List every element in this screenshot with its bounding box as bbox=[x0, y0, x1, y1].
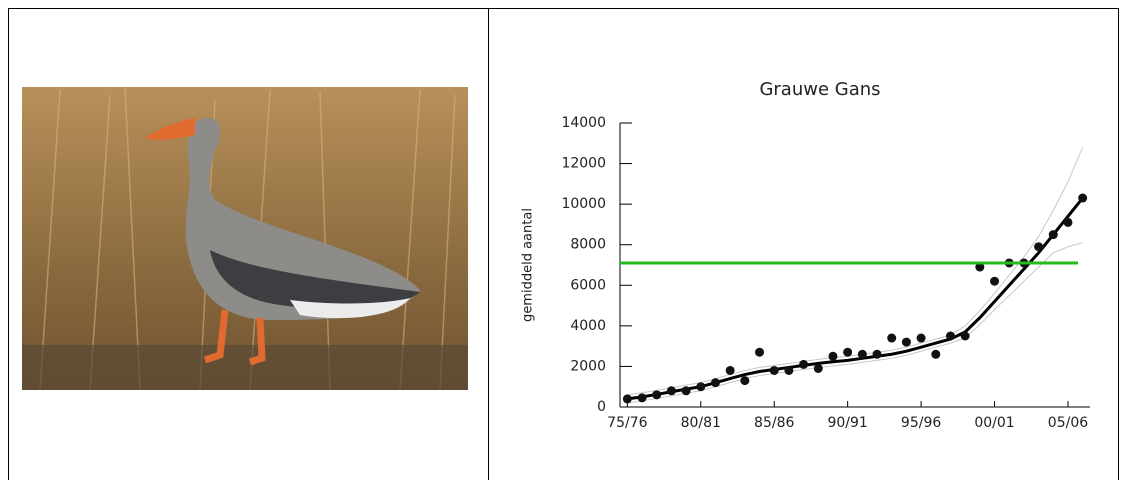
data-point bbox=[799, 359, 809, 369]
data-point bbox=[1078, 193, 1088, 203]
y-axis-label: gemiddeld aantal bbox=[521, 208, 536, 322]
x-tick-label: 05/06 bbox=[1048, 415, 1088, 431]
y-tick-label: 14000 bbox=[561, 115, 606, 131]
y-tick-label: 8000 bbox=[570, 237, 606, 253]
data-point bbox=[755, 347, 765, 357]
x-tick-label: 00/01 bbox=[974, 415, 1014, 431]
data-point bbox=[857, 349, 867, 359]
data-point bbox=[887, 333, 897, 343]
data-point bbox=[1063, 217, 1073, 227]
data-point bbox=[960, 331, 970, 341]
data-point bbox=[784, 365, 794, 375]
table-borders bbox=[8, 8, 1119, 484]
x-tick-label: 90/91 bbox=[827, 415, 867, 431]
data-point bbox=[696, 382, 706, 392]
data-point bbox=[725, 365, 735, 375]
data-point bbox=[975, 262, 985, 272]
data-point bbox=[622, 394, 632, 404]
y-tick-label: 4000 bbox=[570, 318, 606, 334]
data-point bbox=[666, 386, 676, 396]
data-point bbox=[637, 393, 647, 403]
data-point bbox=[681, 386, 691, 396]
x-tick-label: 95/96 bbox=[901, 415, 941, 431]
data-point bbox=[945, 331, 955, 341]
data-point bbox=[872, 349, 882, 359]
x-tick-label: 75/76 bbox=[607, 415, 647, 431]
x-tick-label: 85/86 bbox=[754, 415, 794, 431]
data-point bbox=[652, 390, 662, 400]
confidence-band bbox=[627, 242, 1083, 404]
data-point bbox=[843, 347, 853, 357]
goose-photo bbox=[22, 87, 468, 391]
y-tick-label: 10000 bbox=[561, 196, 606, 212]
confidence-band bbox=[627, 147, 1084, 396]
data-point bbox=[740, 376, 750, 386]
y-tick-label: 0 bbox=[597, 399, 606, 415]
data-point bbox=[813, 363, 823, 373]
data-point bbox=[1048, 230, 1058, 240]
trend-line bbox=[627, 197, 1084, 401]
y-tick-label: 2000 bbox=[570, 358, 606, 374]
x-tick-label: 80/81 bbox=[681, 415, 721, 431]
chart-title: Grauwe Gans bbox=[759, 79, 880, 100]
data-point bbox=[828, 351, 838, 361]
data-point bbox=[901, 337, 911, 347]
y-tick-label: 12000 bbox=[561, 156, 606, 172]
data-point bbox=[1034, 242, 1044, 252]
y-tick-label: 6000 bbox=[570, 277, 606, 293]
data-point bbox=[990, 276, 1000, 286]
data-point bbox=[769, 365, 779, 375]
data-point bbox=[931, 349, 941, 359]
data-point bbox=[916, 333, 926, 343]
data-point bbox=[710, 378, 720, 388]
